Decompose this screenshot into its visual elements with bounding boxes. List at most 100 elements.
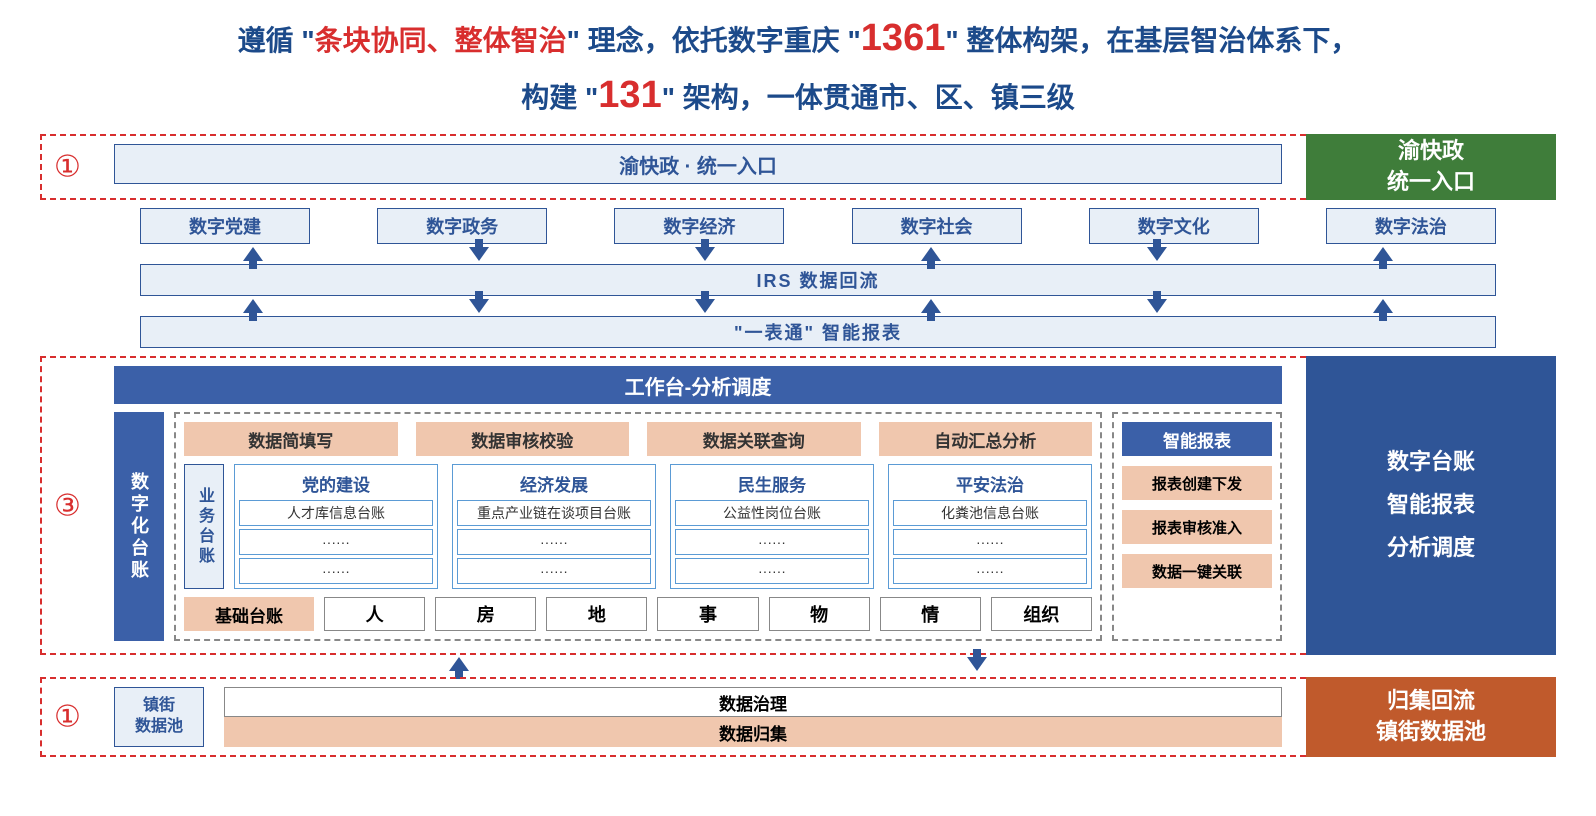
base-label: 基础台账 (184, 597, 314, 631)
rp-head: 智能报表 (1122, 422, 1272, 456)
sideB-l1: 归集回流 (1387, 686, 1475, 717)
t1-pre: 遵循 " (238, 25, 315, 56)
biz-ellipsis: ······ (457, 558, 651, 584)
bottom-side: 归集回流 镇街数据池 (1306, 677, 1556, 757)
sideB-l2: 镇街数据池 (1376, 717, 1486, 748)
side3-l3: 分析调度 (1387, 533, 1475, 564)
arrow-up-icon (449, 657, 469, 671)
arrow-down-icon (1147, 247, 1167, 261)
bottom-box: ① 归集回流 镇街数据池 镇街 数据池 数据治理 数据归集 (40, 677, 1556, 757)
domain-box: 数字法治 (1326, 208, 1496, 244)
t1-1361: 1361 (861, 17, 946, 59)
biz-head: 民生服务 (675, 469, 869, 497)
op-box: 数据简填写 (184, 422, 398, 456)
side3-l2: 智能报表 (1387, 490, 1475, 521)
section3-box: ③ 数字台账 智能报表 分析调度 工作台-分析调度 数字化台账 数据简填写 数据… (40, 356, 1556, 655)
entry-bar: 渝快政 · 统一入口 (114, 144, 1282, 184)
smart-report-bar: "一表通" 智能报表 (140, 316, 1496, 348)
base-item: 情 (880, 597, 981, 631)
t1-red: 条块协同、整体智治 (315, 25, 567, 56)
biz-ellipsis: ······ (675, 558, 869, 584)
biz-ellipsis: ······ (239, 558, 433, 584)
title-line1: 遵循 "条块协同、整体智治" 理念，依托数字重庆 "1361" 整体构架，在基层… (40, 10, 1556, 67)
biz-ellipsis: ······ (893, 558, 1087, 584)
base-item: 地 (546, 597, 647, 631)
gov-top: 数据治理 (224, 687, 1282, 717)
title-line2: 构建 "131" 架构，一体贯通市、区、镇三级 (40, 67, 1556, 124)
biz-item: 化粪池信息台账 (893, 500, 1087, 526)
t2-post: " 架构，一体贯通市、区、镇三级 (662, 82, 1075, 113)
arrow-up-icon (921, 299, 941, 313)
op-box: 数据关联查询 (647, 422, 861, 456)
left-panel: 数据简填写 数据审核校验 数据关联查询 自动汇总分析 业务台账 党的建设 人才库… (174, 412, 1102, 641)
base-item: 物 (769, 597, 870, 631)
section3-side: 数字台账 智能报表 分析调度 (1306, 356, 1556, 655)
base-item: 组织 (991, 597, 1092, 631)
rp-item: 报表审核准入 (1122, 510, 1272, 544)
t2-pre: 构建 " (521, 82, 598, 113)
arrow-up-icon (921, 247, 941, 261)
biz-ellipsis: ······ (457, 529, 651, 555)
arrow-down-icon (469, 299, 489, 313)
section1-box: ① 渝快政 · 统一入口 渝快政 统一入口 (40, 134, 1556, 200)
base-row: 基础台账 人 房 地 事 物 情 组织 (184, 597, 1092, 631)
biz-item: 重点产业链在谈项目台账 (457, 500, 651, 526)
arrow-down-icon (469, 247, 489, 261)
rp-item: 数据一键关联 (1122, 554, 1272, 588)
biz-ellipsis: ······ (239, 529, 433, 555)
title-block: 遵循 "条块协同、整体智治" 理念，依托数字重庆 "1361" 整体构架，在基层… (40, 10, 1556, 124)
six-domains-row: 数字党建 数字政务 数字经济 数字社会 数字文化 数字法治 (140, 208, 1496, 244)
biz-head: 平安法治 (893, 469, 1087, 497)
biz-head: 经济发展 (457, 469, 651, 497)
t1-post: " 整体构架，在基层智治体系下， (945, 25, 1358, 56)
t2-131: 131 (598, 74, 661, 116)
pool-box: 镇街 数据池 (114, 687, 204, 747)
t1-mid: " 理念，依托数字重庆 " (567, 25, 861, 56)
arrow-up-icon (243, 299, 263, 313)
base-item: 人 (324, 597, 425, 631)
diagram: ① 渝快政 · 统一入口 渝快政 统一入口 数字党建 数字政务 数字经济 数字社… (40, 134, 1556, 757)
biz-row: 业务台账 党的建设 人才库信息台账 ······ ······ 经济发展 重点产… (184, 464, 1092, 589)
base-item: 房 (435, 597, 536, 631)
arrow-down-icon (695, 299, 715, 313)
right-panel: 智能报表 报表创建下发 报表审核准入 数据一键关联 (1112, 412, 1282, 641)
section3-num: ③ (54, 488, 81, 523)
base-items: 人 房 地 事 物 情 组织 (324, 597, 1092, 631)
biz-head: 党的建设 (239, 469, 433, 497)
gov-stack: 数据治理 数据归集 (224, 687, 1282, 747)
biz-item: 人才库信息台账 (239, 500, 433, 526)
arrow-row-1 (140, 244, 1496, 264)
rp-item: 报表创建下发 (1122, 466, 1272, 500)
arrow-down-icon (695, 247, 715, 261)
irs-bar: IRS 数据回流 (140, 264, 1496, 296)
section1-side: 渝快政 统一入口 (1306, 134, 1556, 200)
biz-ellipsis: ······ (675, 529, 869, 555)
arrow-row-2 (140, 296, 1496, 316)
domain-box: 数字党建 (140, 208, 310, 244)
biz-cols: 党的建设 人才库信息台账 ······ ······ 经济发展 重点产业链在谈项… (234, 464, 1092, 589)
ops-row: 数据简填写 数据审核校验 数据关联查询 自动汇总分析 (184, 422, 1092, 456)
biz-col: 经济发展 重点产业链在谈项目台账 ······ ······ (452, 464, 656, 589)
side1-l1: 渝快政 (1398, 136, 1464, 167)
side3-l1: 数字台账 (1387, 447, 1475, 478)
digital-ledger-vbar: 数字化台账 (114, 412, 164, 641)
bottom-num: ① (54, 700, 81, 735)
base-item: 事 (657, 597, 758, 631)
arrow-up-icon (243, 247, 263, 261)
arrow-down-icon (1147, 299, 1167, 313)
biz-col: 民生服务 公益性岗位台账 ······ ······ (670, 464, 874, 589)
biz-col: 党的建设 人才库信息台账 ······ ······ (234, 464, 438, 589)
side1-l2: 统一入口 (1387, 167, 1475, 198)
domain-box: 数字文化 (1089, 208, 1259, 244)
domain-box: 数字政务 (377, 208, 547, 244)
domain-box: 数字经济 (614, 208, 784, 244)
op-box: 数据审核校验 (416, 422, 630, 456)
biz-item: 公益性岗位台账 (675, 500, 869, 526)
workbench-bar: 工作台-分析调度 (114, 366, 1282, 404)
arrow-row-3 (200, 657, 1236, 675)
pool-text: 镇街 数据池 (135, 696, 183, 738)
op-box: 自动汇总分析 (879, 422, 1093, 456)
core-row: 数字化台账 数据简填写 数据审核校验 数据关联查询 自动汇总分析 业务台账 党的… (114, 412, 1282, 641)
arrow-up-icon (1373, 299, 1393, 313)
bottom-inner: 镇街 数据池 数据治理 数据归集 (114, 687, 1282, 747)
